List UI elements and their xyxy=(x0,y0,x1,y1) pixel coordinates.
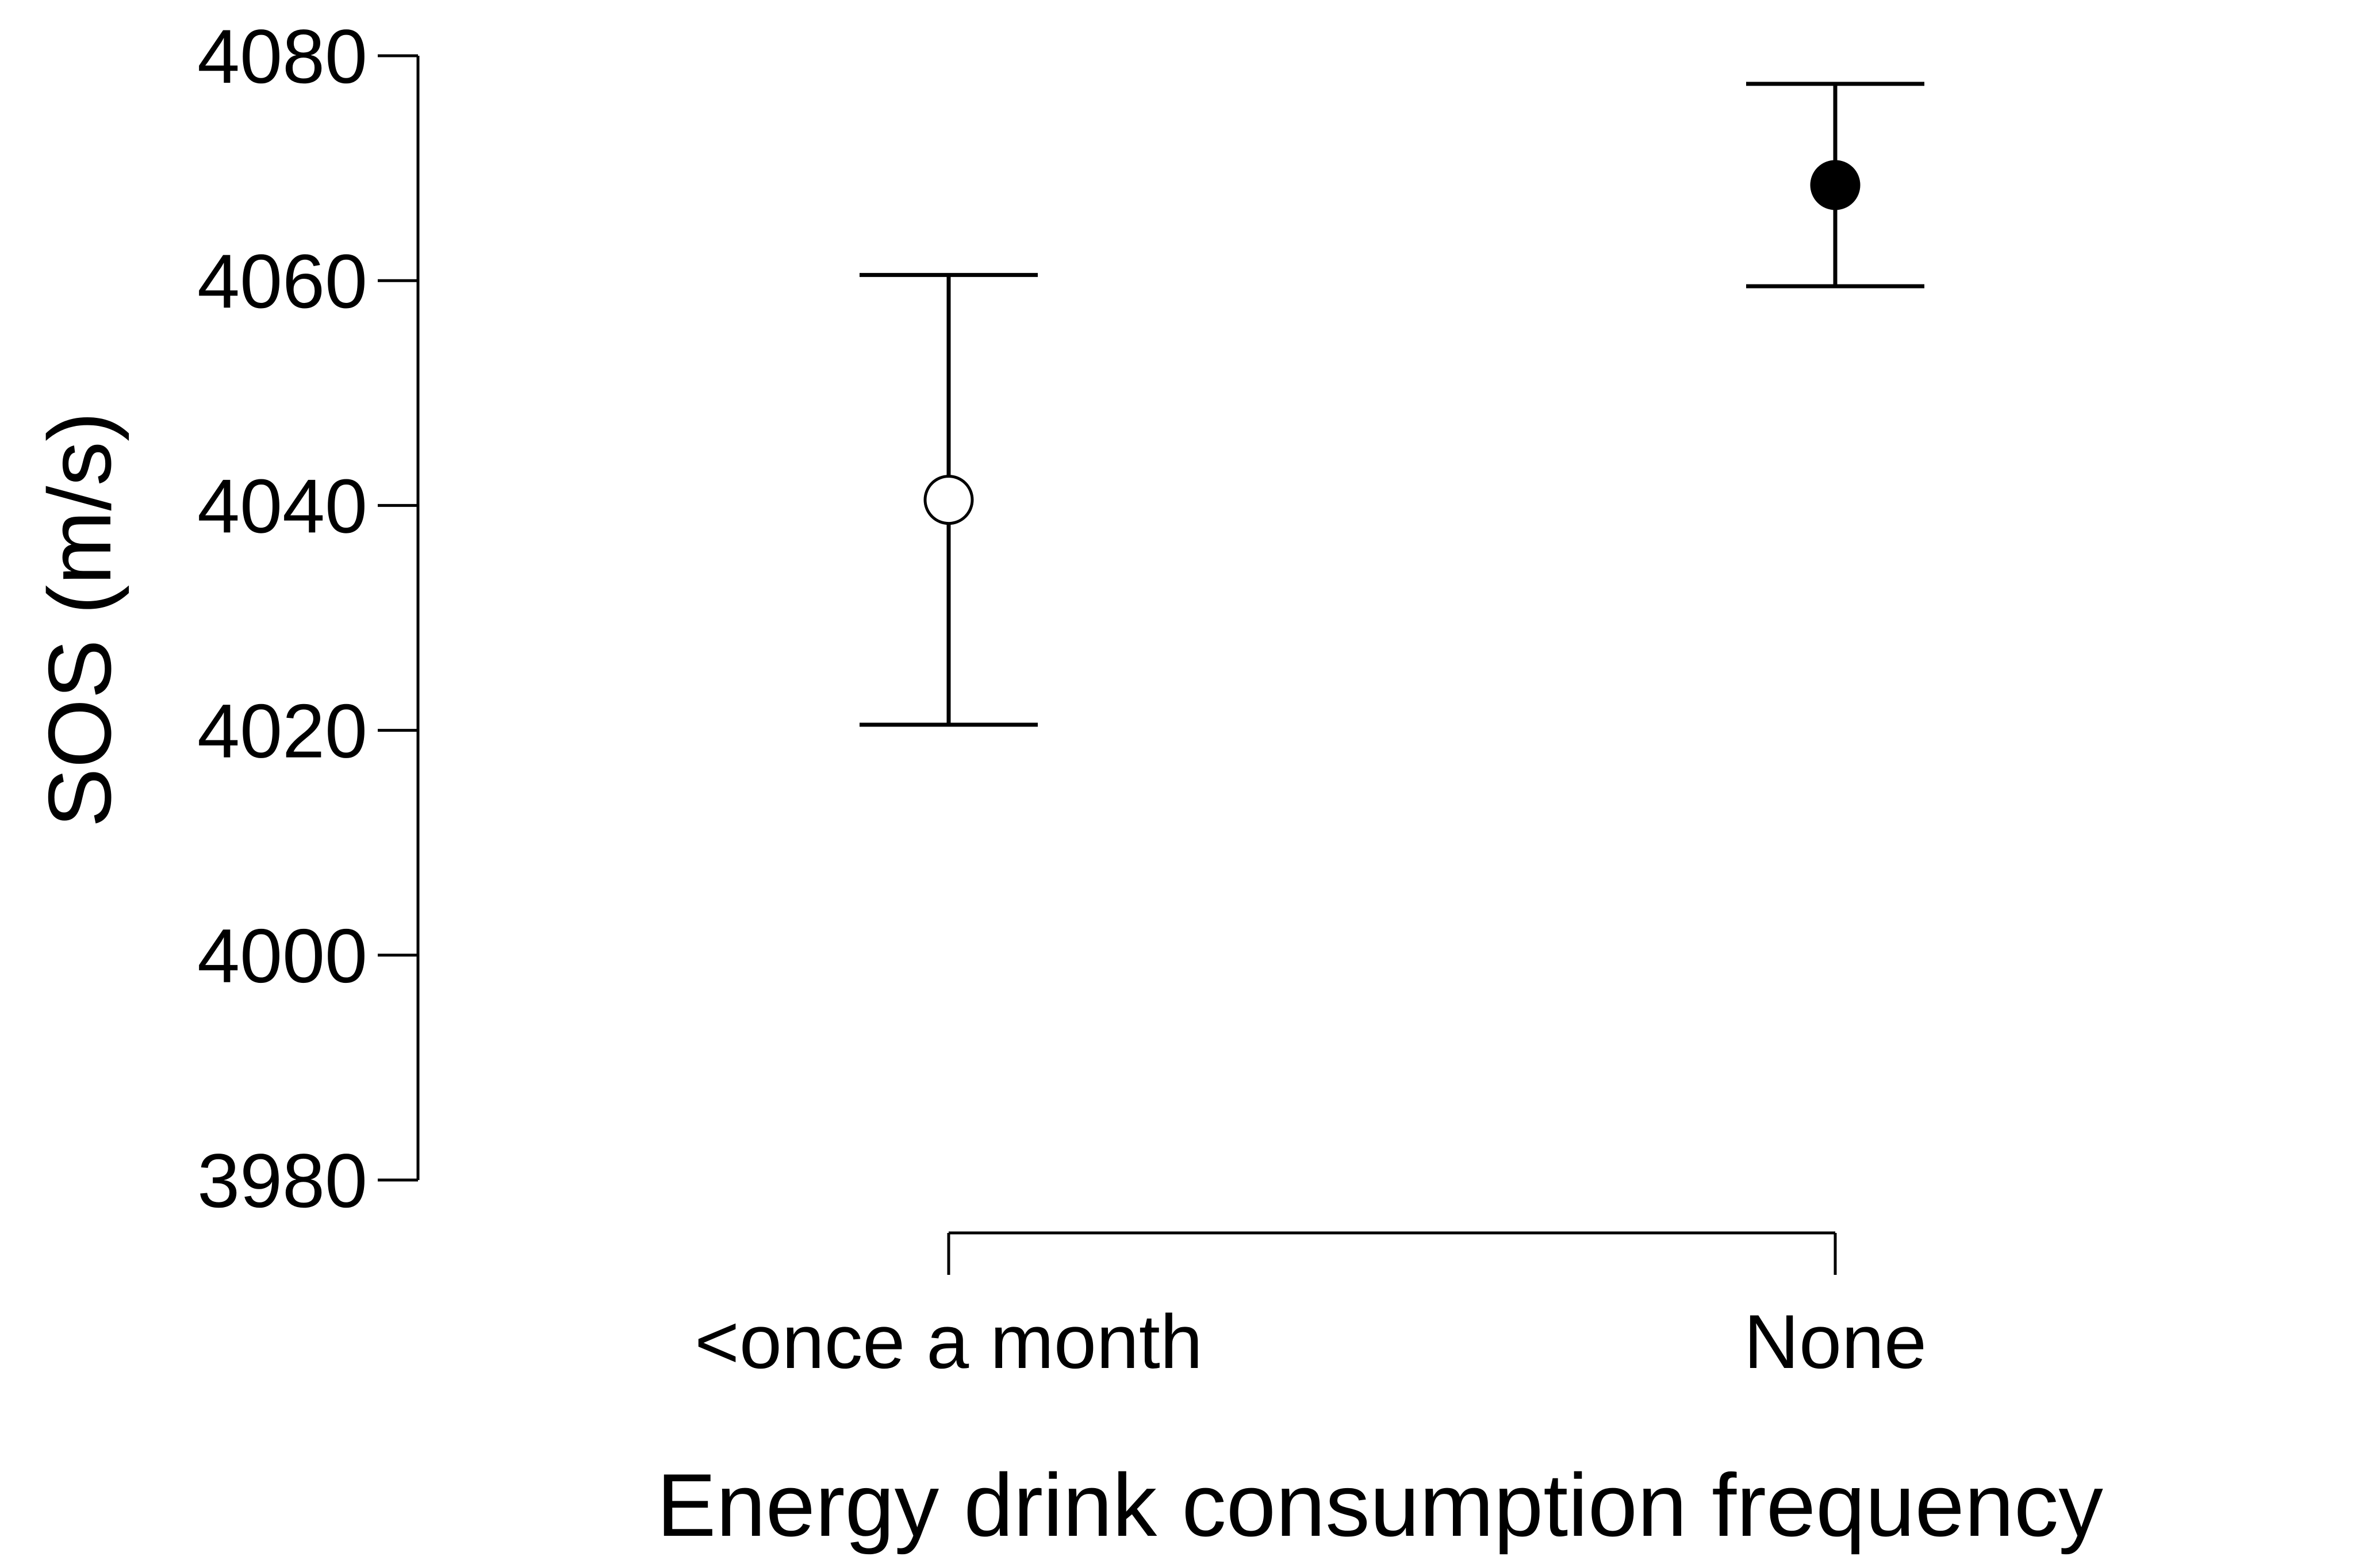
y-tick-label: 4000 xyxy=(197,914,367,999)
y-tick-label: 4060 xyxy=(197,239,367,324)
y-tick-label: 3980 xyxy=(197,1139,367,1224)
y-tick-label: 4040 xyxy=(197,464,367,549)
y-tick-label: 4080 xyxy=(197,14,367,99)
data-point xyxy=(923,475,974,525)
x-tick-label: <once a month xyxy=(695,1300,1203,1385)
x-tick-label: None xyxy=(1744,1300,1927,1385)
x-axis: <once a month None xyxy=(695,1231,1927,1385)
x-axis-title: Energy drink consumption frequency xyxy=(657,1455,2103,1555)
y-axis: 3980 4000 4020 4040 4060 4080 xyxy=(197,14,420,1224)
y-axis-title: SOS (m/s) xyxy=(30,412,129,827)
data-point xyxy=(1810,160,1861,210)
y-tick-label: 4020 xyxy=(197,689,367,774)
plot-marks xyxy=(860,82,1924,727)
